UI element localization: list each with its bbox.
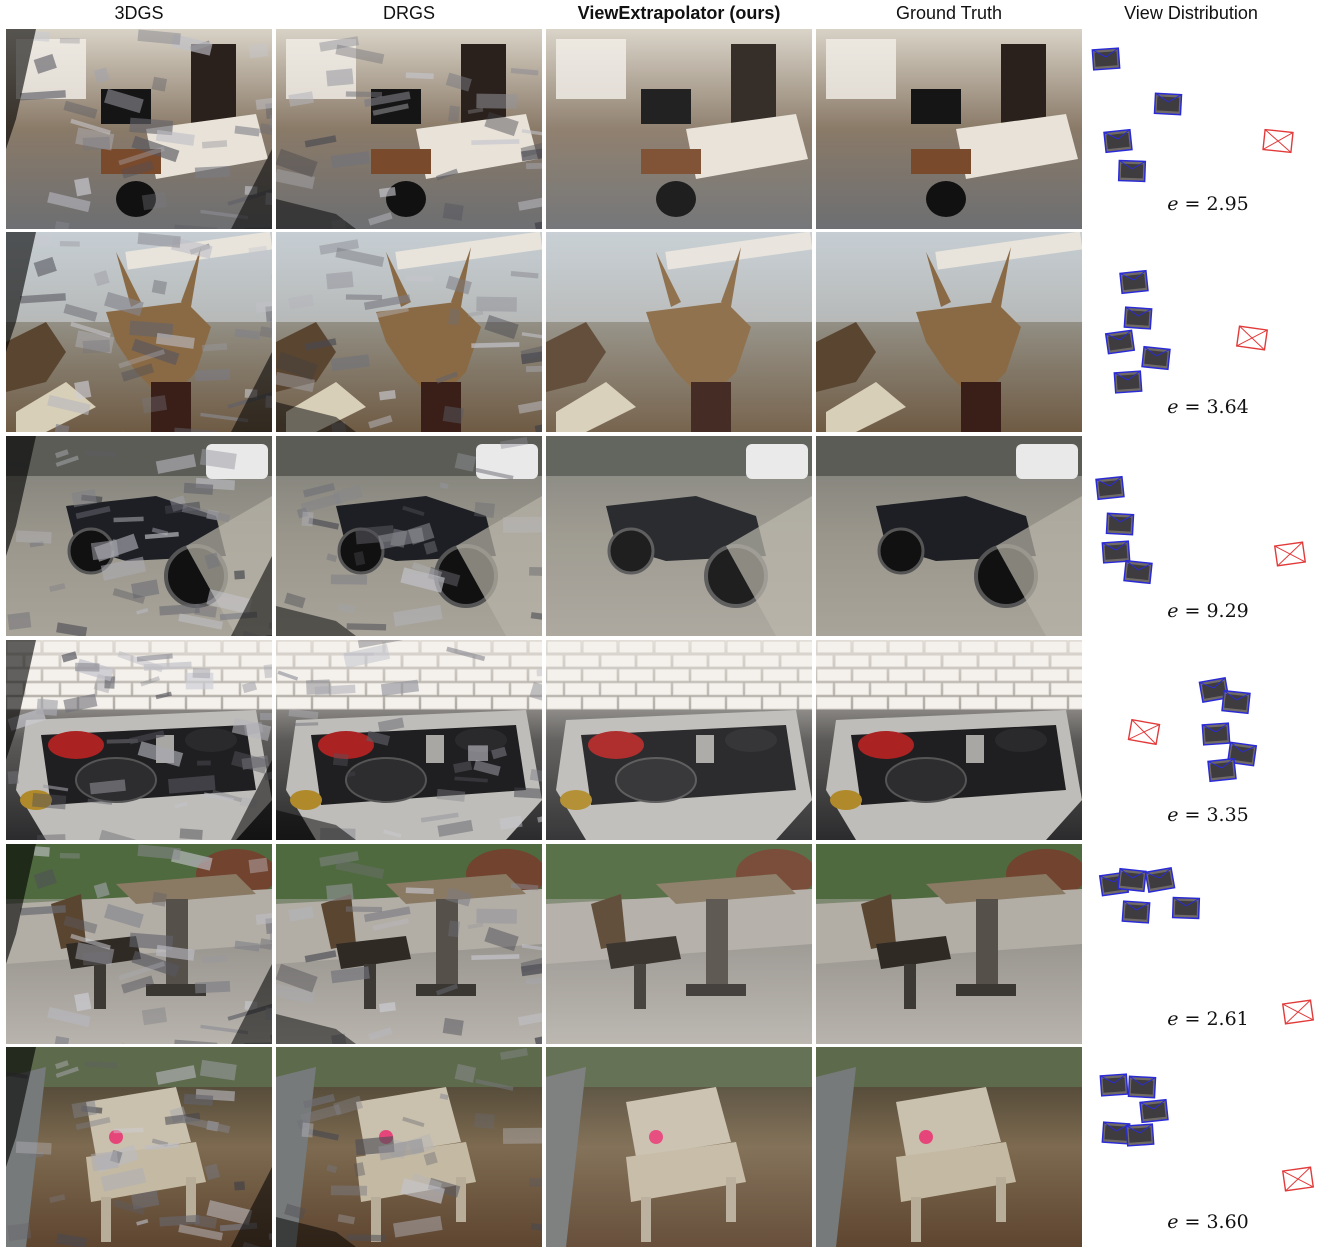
render-ours-park-bench [546, 1047, 812, 1247]
render-ground-truth-chess-table [816, 844, 1082, 1044]
train-camera-icon [1141, 345, 1171, 371]
extrapolation-error-label: e = 3.60 [1148, 1211, 1268, 1233]
train-camera-icon [1119, 269, 1149, 295]
render-drgs-kitchen-stove [276, 640, 542, 840]
render-ground-truth-triceratops [816, 232, 1082, 432]
error-value: = 3.64 [1178, 396, 1249, 418]
render-ours-chess-table [546, 844, 812, 1044]
render-ground-truth-living-room [816, 29, 1082, 229]
train-camera-icon [1101, 1121, 1131, 1145]
error-value: = 3.60 [1178, 1211, 1249, 1233]
error-value: = 2.95 [1178, 193, 1249, 215]
train-camera-icon [1127, 1075, 1157, 1099]
train-camera-icon [1117, 867, 1147, 893]
extrapolation-error-label: e = 3.64 [1148, 396, 1268, 418]
train-camera-icon [1091, 47, 1121, 71]
extrapolation-error-label: e = 3.35 [1148, 804, 1268, 826]
train-camera-icon [1105, 512, 1135, 536]
view-distribution-kitchen-stove: e = 3.35 [1086, 640, 1327, 840]
train-camera-icon [1221, 689, 1251, 715]
render-drgs-chess-table [276, 844, 542, 1044]
render-3dgs-chess-table [6, 844, 272, 1044]
error-variable: e [1167, 193, 1179, 215]
column-header-ours: ViewExtrapolator (ours) [577, 3, 781, 23]
error-variable: e [1167, 396, 1179, 418]
column-header-3dgs: 3DGS [114, 3, 164, 23]
error-variable: e [1167, 600, 1179, 622]
train-camera-icon [1226, 741, 1258, 767]
extrapolation-error-label: e = 2.95 [1148, 193, 1268, 215]
view-distribution-chess-table: e = 2.61 [1086, 844, 1327, 1044]
test-camera-icon [1235, 325, 1269, 351]
train-camera-icon [1101, 540, 1131, 564]
render-3dgs-triceratops [6, 232, 272, 432]
test-camera-icon [1273, 541, 1307, 567]
train-camera-icon [1139, 1098, 1169, 1124]
render-3dgs-kitchen-stove [6, 640, 272, 840]
column-header-ground-truth: Ground Truth [895, 3, 1003, 23]
train-camera-icon [1153, 92, 1183, 116]
train-camera-icon [1099, 1073, 1129, 1097]
column-header-drgs: DRGS [382, 3, 435, 23]
test-camera-icon [1281, 999, 1315, 1025]
train-camera-icon [1095, 475, 1125, 501]
error-variable: e [1167, 804, 1179, 826]
error-value: = 9.29 [1178, 600, 1249, 622]
error-value: = 3.35 [1178, 804, 1249, 826]
test-camera-icon [1262, 128, 1294, 154]
render-drgs-motorcycle [276, 436, 542, 636]
train-camera-icon [1125, 1123, 1155, 1147]
render-drgs-living-room [276, 29, 542, 229]
render-drgs-park-bench [276, 1047, 542, 1247]
test-camera-icon [1127, 718, 1161, 746]
train-camera-icon [1117, 159, 1147, 183]
view-distribution-motorcycle: e = 9.29 [1086, 436, 1327, 636]
train-camera-icon [1171, 896, 1201, 920]
train-camera-icon [1103, 128, 1133, 154]
error-value: = 2.61 [1178, 1008, 1249, 1030]
train-camera-icon [1198, 677, 1230, 703]
render-ours-kitchen-stove [546, 640, 812, 840]
column-header-view-distribution: View Distribution [1124, 3, 1258, 23]
view-distribution-living-room: e = 2.95 [1086, 29, 1327, 229]
render-ground-truth-motorcycle [816, 436, 1082, 636]
render-drgs-triceratops [276, 232, 542, 432]
render-ours-motorcycle [546, 436, 812, 636]
train-camera-icon [1104, 329, 1136, 355]
view-distribution-park-bench: e = 3.60 [1086, 1047, 1327, 1247]
train-camera-icon [1207, 757, 1237, 783]
error-variable: e [1167, 1008, 1179, 1030]
view-distribution-triceratops: e = 3.64 [1086, 232, 1327, 432]
render-3dgs-park-bench [6, 1047, 272, 1247]
train-camera-icon [1121, 900, 1151, 924]
test-camera-icon [1281, 1166, 1315, 1192]
render-ground-truth-park-bench [816, 1047, 1082, 1247]
train-camera-icon [1144, 867, 1176, 893]
extrapolation-error-label: e = 2.61 [1148, 1008, 1268, 1030]
render-3dgs-living-room [6, 29, 272, 229]
train-camera-icon [1123, 559, 1153, 585]
render-ours-triceratops [546, 232, 812, 432]
train-camera-icon [1123, 306, 1153, 330]
train-camera-icon [1113, 370, 1143, 394]
render-ours-living-room [546, 29, 812, 229]
render-3dgs-motorcycle [6, 436, 272, 636]
render-ground-truth-kitchen-stove [816, 640, 1082, 840]
error-variable: e [1167, 1211, 1179, 1233]
train-camera-icon [1201, 722, 1231, 746]
extrapolation-error-label: e = 9.29 [1148, 600, 1268, 622]
